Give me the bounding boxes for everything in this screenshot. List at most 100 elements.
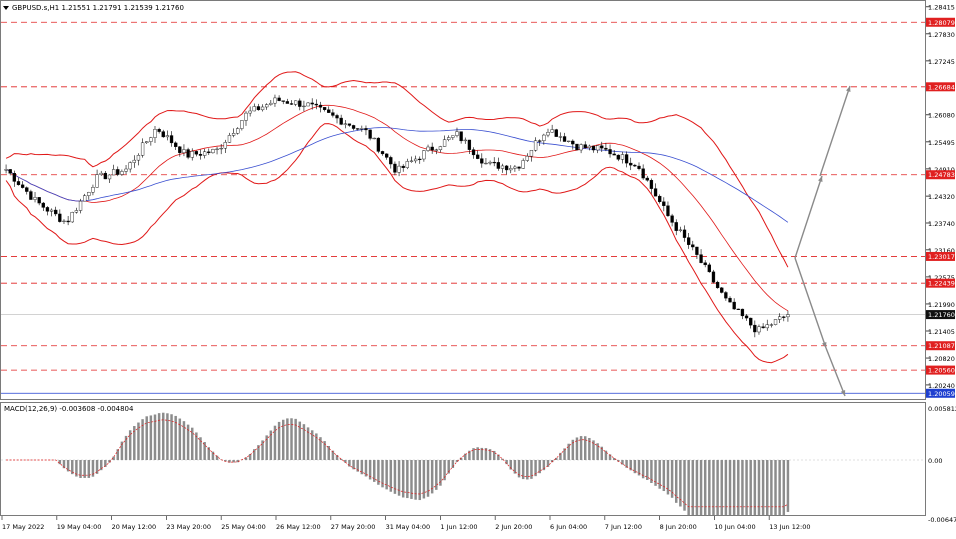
time-tick-label: 6 Jun 04:00 (550, 523, 587, 531)
candle-body (277, 97, 281, 101)
candle-body (140, 142, 145, 156)
candle-body (95, 174, 99, 188)
lower-band (5, 123, 789, 364)
candle-body (542, 134, 546, 141)
time-tick-label: 25 May 04:00 (221, 523, 266, 531)
candle-body (629, 162, 633, 166)
candle-body (260, 106, 265, 111)
candle-body (322, 107, 327, 110)
level-price-label: 1.22439 (928, 280, 955, 288)
price-tick-label: 1.22575 (928, 274, 955, 282)
candle-body (194, 151, 199, 155)
candle-body (165, 135, 170, 138)
candle-body (740, 308, 745, 317)
price-tick-label: 1.24910 (928, 166, 955, 174)
candle-body (451, 135, 455, 138)
triangle-down-icon[interactable] (3, 6, 9, 10)
time-tick-label: 20 May 12:00 (112, 523, 157, 531)
level-price-tag (926, 278, 955, 288)
level-price-label: 1.20560 (928, 367, 955, 375)
price-axis: 1.28415 1.27830 1.27245 1.26080 1.25495 1.249… (926, 4, 955, 398)
candle-body (273, 97, 277, 104)
candle-body (190, 151, 194, 158)
candle-body (335, 115, 339, 119)
candle-body (78, 200, 83, 211)
candle-body (579, 144, 583, 151)
candle-body (153, 129, 157, 138)
candle-body (525, 155, 529, 161)
candle-body (658, 195, 662, 202)
level-price-label: 1.24783 (928, 171, 955, 179)
time-tick-label: 7 Jun 12:00 (605, 523, 642, 531)
candle-body (732, 301, 736, 310)
candle-body (380, 151, 385, 155)
candle-body (91, 187, 95, 193)
candle-body (546, 132, 550, 136)
candle-body (509, 168, 513, 171)
candle-body (385, 153, 389, 158)
candle-body (281, 100, 285, 102)
moving-average-line (5, 127, 789, 223)
candle-body (641, 168, 645, 179)
candle-body (103, 172, 108, 180)
candle-body (492, 161, 496, 164)
candle-body (773, 319, 778, 325)
level-price-label: 1.21087 (928, 342, 955, 350)
candle-body (169, 135, 174, 144)
price-tick-label: 1.26080 (928, 112, 955, 120)
price-tick-label: 1.20820 (928, 355, 955, 363)
level-price-label: 1.23017 (928, 253, 955, 261)
candle-body (426, 146, 430, 151)
candle-body (252, 106, 256, 112)
candle-body (418, 158, 422, 161)
price-panel[interactable] (0, 0, 926, 400)
candle-body (111, 169, 116, 176)
current-price-label: 1.21760 (928, 311, 955, 319)
candle-body (409, 160, 414, 162)
candle-body (624, 154, 629, 164)
level-price-tag (926, 251, 955, 261)
candle-body (116, 169, 120, 175)
candle-body (29, 191, 33, 200)
forecast-arrow-line[interactable] (819, 85, 851, 177)
candle-body (695, 246, 699, 255)
candle-body (347, 123, 352, 126)
candle-body (4, 169, 8, 171)
forecast-arrow-line[interactable] (825, 347, 846, 397)
candle-body (571, 140, 575, 145)
arrow-head-icon (818, 176, 823, 182)
candle-body (20, 184, 25, 188)
candle-body (256, 106, 261, 111)
time-tick-label: 8 Jun 20:00 (660, 523, 697, 531)
current-price-tag (926, 310, 955, 320)
price-tick-label: 1.27245 (928, 58, 955, 66)
candle-body (600, 145, 604, 149)
candle-body (480, 158, 484, 164)
candle-body (269, 102, 273, 105)
time-tick-label: 31 May 04:00 (386, 523, 431, 531)
candle-body (54, 209, 58, 215)
macd-tick-label: 0.005812 (928, 405, 956, 413)
candle-body (765, 324, 769, 329)
candle-body (25, 187, 29, 192)
candle-body (306, 102, 310, 107)
price-tick-label: 1.24320 (928, 193, 955, 201)
price-tick-label: 1.25495 (928, 139, 955, 147)
candle-body (132, 159, 136, 163)
forecast-arrow-line[interactable] (794, 175, 823, 259)
price-tick-label: 1.28415 (928, 4, 955, 12)
forecast-arrow-line[interactable] (794, 257, 827, 349)
candle-body (136, 155, 141, 161)
candle-body (124, 168, 128, 172)
candle-body (463, 139, 467, 142)
candlestick-series (4, 94, 790, 338)
candle-body (442, 139, 447, 147)
candle-body (649, 180, 654, 189)
candle-body (310, 102, 314, 105)
forecast-arrows[interactable] (794, 85, 851, 397)
candle-body (583, 144, 587, 148)
candle-body (686, 237, 691, 245)
candle-body (533, 140, 538, 151)
